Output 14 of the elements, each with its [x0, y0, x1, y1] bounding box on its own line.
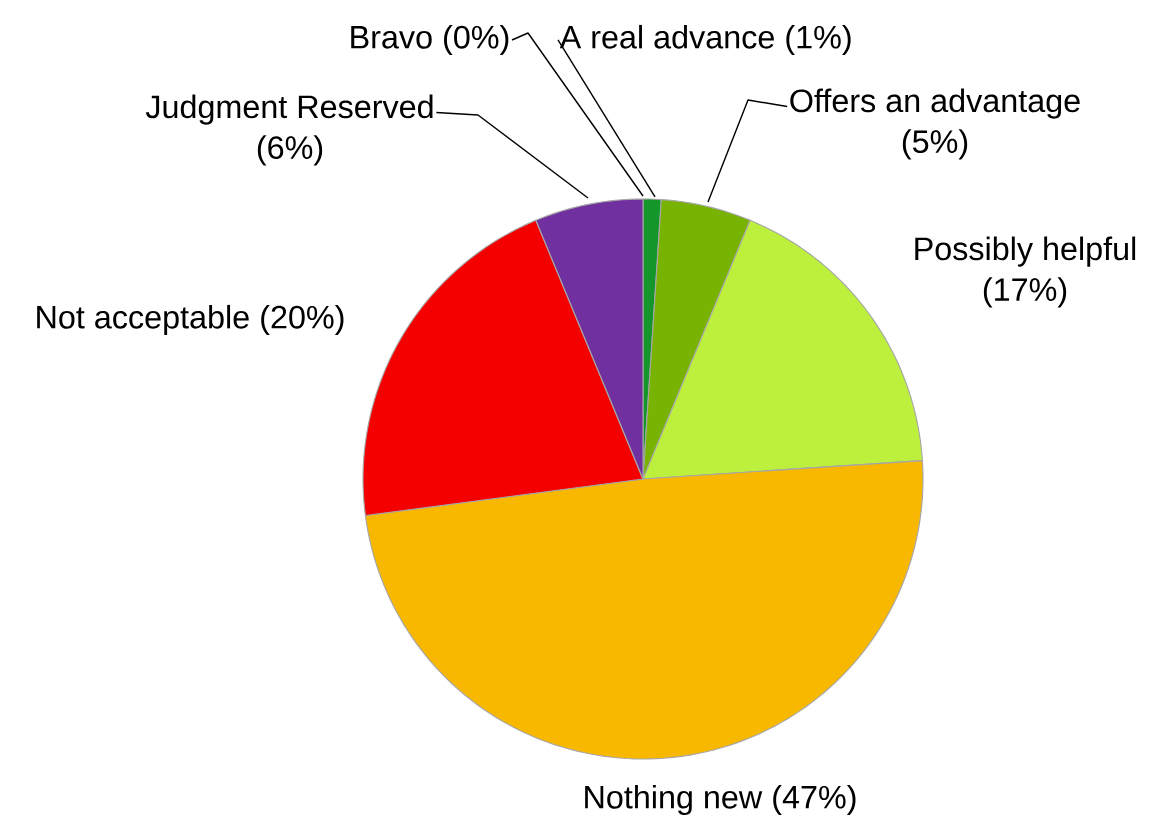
data-label: (20%) [261, 304, 344, 336]
data-label: (6%) [257, 135, 323, 166]
data-label: (47%) [773, 784, 856, 816]
data-label: (1%) [786, 24, 851, 56]
slice-label: A real advance [559, 24, 774, 49]
slice-label: Nothing new [585, 784, 763, 816]
data-label: (5%) [902, 129, 968, 160]
slice-label: Not acceptable [37, 304, 249, 336]
data-label: (17%) [983, 277, 1067, 308]
slice-label: Judgment Reserved [145, 94, 433, 125]
category-label: Bravo [351, 26, 432, 49]
slice-label: Possibly helpful [915, 236, 1136, 267]
slice-label: Offers an advantage [790, 88, 1080, 119]
text: (0%) [444, 24, 509, 56]
